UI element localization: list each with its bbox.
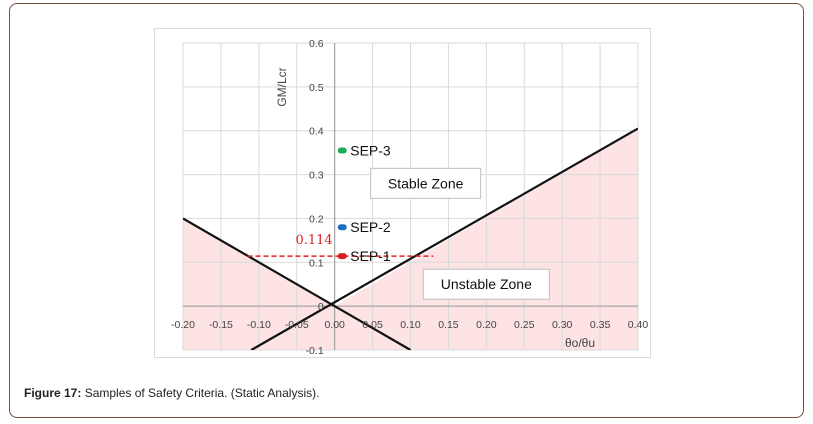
x-tick-label: 0.10 bbox=[400, 319, 421, 331]
figure-caption: Figure 17: Samples of Safety Criteria. (… bbox=[24, 386, 319, 400]
boundary-line-1 bbox=[183, 217, 412, 350]
data-label-sep-1: SEP-1 bbox=[350, 248, 391, 264]
y-tick-label: 0.4 bbox=[309, 126, 324, 138]
x-tick-label: -0.20 bbox=[171, 319, 195, 331]
x-tick-label: 0.25 bbox=[514, 319, 535, 331]
x-tick-label: 0.00 bbox=[324, 319, 345, 331]
boundary-line-2 bbox=[250, 127, 638, 350]
y-tick-label: 0.1 bbox=[309, 257, 324, 269]
y-tick-label: 0.3 bbox=[309, 170, 324, 182]
x-tick-label: 0.15 bbox=[438, 319, 459, 331]
y-tick-label: 0.2 bbox=[309, 213, 324, 225]
y-tick-label: 0.5 bbox=[309, 82, 324, 94]
y-tick-label: 0.6 bbox=[309, 38, 324, 50]
caption-label: Figure 17: bbox=[24, 386, 82, 400]
zone-label-1: Stable Zone bbox=[388, 175, 464, 191]
x-tick-label: 0.30 bbox=[552, 319, 573, 331]
data-label-sep-2: SEP-2 bbox=[350, 219, 391, 235]
data-point-sep-2 bbox=[337, 224, 347, 231]
y-tick-label: 0 bbox=[318, 301, 324, 313]
x-tick-label: -0.15 bbox=[209, 319, 233, 331]
zone-label-2: Unstable Zone bbox=[441, 276, 532, 292]
x-tick-label: 0.05 bbox=[362, 319, 383, 331]
caption-text: Samples of Safety Criteria. (Static Anal… bbox=[81, 386, 320, 400]
x-tick-label: 0.40 bbox=[628, 319, 649, 331]
zone-box-1 bbox=[370, 167, 482, 199]
y-tick-label: -0.1 bbox=[306, 345, 324, 357]
y-axis-title: GM/Lcr bbox=[275, 67, 289, 106]
x-tick-label: 0.20 bbox=[476, 319, 497, 331]
x-tick-label: -0.10 bbox=[247, 319, 271, 331]
data-point-sep-1 bbox=[337, 253, 347, 260]
data-point-sep-3 bbox=[337, 147, 347, 154]
reference-line-label: 0.114 bbox=[295, 233, 332, 248]
x-tick-label: 0.35 bbox=[590, 319, 611, 331]
data-label-sep-3: SEP-3 bbox=[350, 142, 391, 158]
zone-box-2 bbox=[422, 268, 550, 300]
x-tick-label: -0.05 bbox=[285, 319, 309, 331]
x-axis-title: θo/θu bbox=[565, 336, 595, 350]
